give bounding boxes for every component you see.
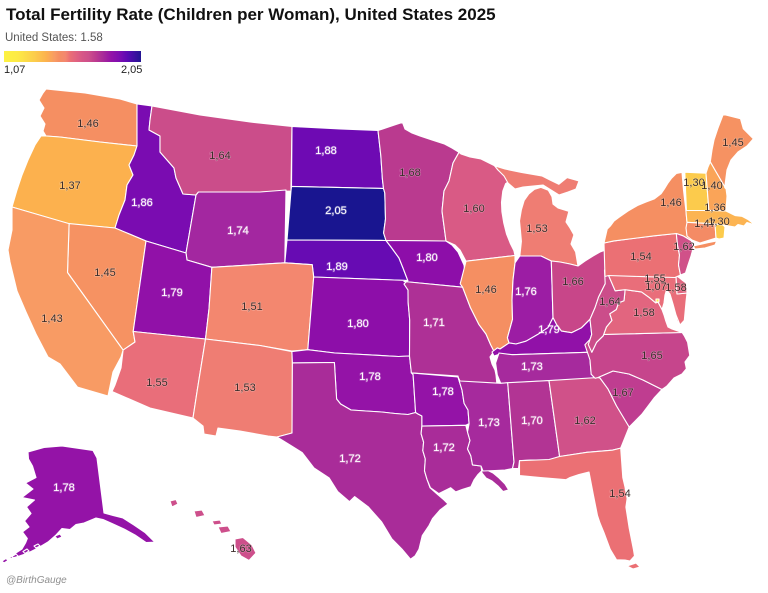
svg-text:1,79: 1,79 [161, 287, 182, 299]
svg-text:1,72: 1,72 [433, 442, 454, 454]
svg-text:1,43: 1,43 [41, 313, 62, 325]
svg-text:2,05: 2,05 [325, 205, 346, 217]
svg-text:1,78: 1,78 [359, 371, 380, 383]
svg-text:1,58: 1,58 [665, 282, 686, 294]
svg-text:1,54: 1,54 [609, 488, 630, 500]
svg-text:1,55: 1,55 [644, 273, 665, 285]
svg-text:1,58: 1,58 [633, 307, 654, 319]
svg-text:1,07: 1,07 [645, 281, 666, 293]
svg-text:1,74: 1,74 [227, 225, 248, 237]
svg-text:1,46: 1,46 [475, 284, 496, 296]
svg-text:1,62: 1,62 [574, 415, 595, 427]
svg-text:1,45: 1,45 [94, 267, 115, 279]
svg-text:1,51: 1,51 [241, 301, 262, 313]
svg-text:1,47: 1,47 [694, 218, 715, 230]
svg-text:1,30: 1,30 [683, 177, 704, 189]
svg-text:1,55: 1,55 [146, 377, 167, 389]
svg-text:1,45: 1,45 [722, 137, 743, 149]
svg-text:1,46: 1,46 [660, 197, 681, 209]
svg-text:1,66: 1,66 [562, 276, 583, 288]
svg-text:1,37: 1,37 [59, 180, 80, 192]
svg-text:1,65: 1,65 [641, 350, 662, 362]
svg-text:1,79: 1,79 [538, 324, 559, 336]
svg-text:1,73: 1,73 [478, 417, 499, 429]
svg-text:1,53: 1,53 [526, 223, 547, 235]
svg-text:1,70: 1,70 [521, 415, 542, 427]
svg-text:1,67: 1,67 [612, 387, 633, 399]
svg-text:1,72: 1,72 [339, 453, 360, 465]
svg-text:1,78: 1,78 [53, 482, 74, 494]
svg-text:1,63: 1,63 [230, 543, 251, 555]
svg-text:1,89: 1,89 [326, 261, 347, 273]
svg-text:1,80: 1,80 [416, 252, 437, 264]
svg-text:1,68: 1,68 [399, 167, 420, 179]
svg-text:1,54: 1,54 [630, 251, 651, 263]
svg-text:1,40: 1,40 [701, 180, 722, 192]
svg-text:1,71: 1,71 [423, 317, 444, 329]
svg-text:1,88: 1,88 [315, 145, 336, 157]
svg-text:1,30: 1,30 [708, 216, 729, 228]
svg-text:1,73: 1,73 [521, 361, 542, 373]
svg-text:1,62: 1,62 [673, 241, 694, 253]
svg-text:1,64: 1,64 [209, 150, 230, 162]
svg-text:1,86: 1,86 [131, 197, 152, 209]
svg-text:1,53: 1,53 [234, 382, 255, 394]
svg-text:1,36: 1,36 [704, 202, 725, 214]
svg-text:1,78: 1,78 [432, 386, 453, 398]
svg-text:1,64: 1,64 [599, 296, 620, 308]
svg-text:1,76: 1,76 [515, 286, 536, 298]
svg-text:1,46: 1,46 [77, 118, 98, 130]
svg-text:1,80: 1,80 [347, 318, 368, 330]
svg-text:1,60: 1,60 [463, 203, 484, 215]
